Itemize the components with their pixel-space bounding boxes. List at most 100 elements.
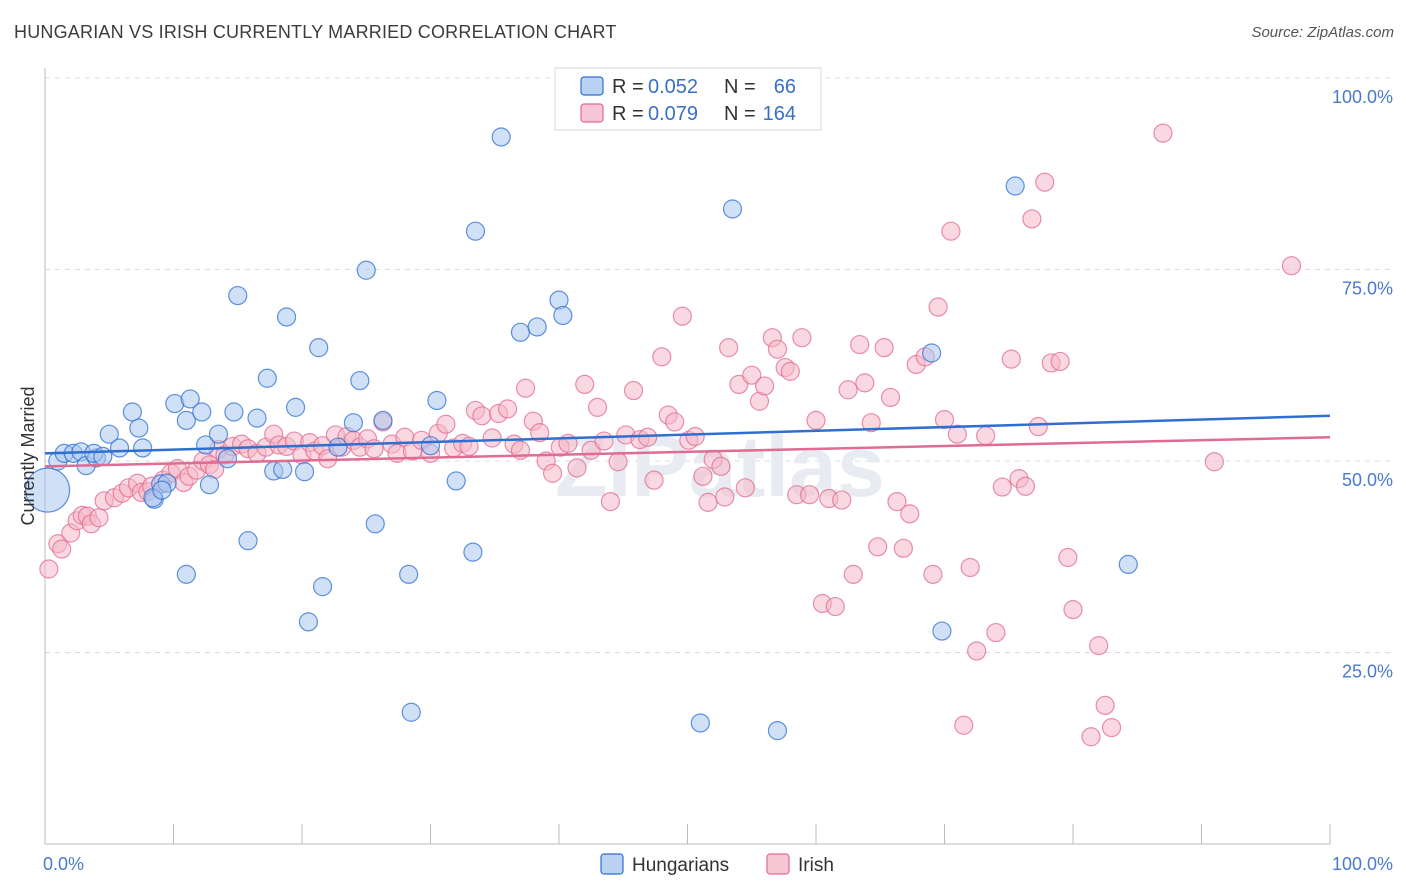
hungarian-point-32 — [257, 368, 277, 388]
hungarian-point-42 — [343, 413, 363, 433]
hungarian-point-28 — [224, 402, 244, 422]
irish-point-152 — [1095, 695, 1115, 715]
legend-r-value-irish: 0.079 — [648, 103, 698, 125]
irish-point-145 — [1035, 172, 1055, 192]
irish-point-103 — [754, 376, 775, 396]
irish-point-125 — [893, 538, 913, 558]
irish-point-76 — [575, 374, 595, 394]
hungarian-point-45 — [365, 514, 385, 534]
irish-point-94 — [698, 492, 718, 512]
irish-point-111 — [806, 410, 826, 431]
hungarian-point-0 — [24, 467, 71, 513]
irish-point-115 — [832, 490, 852, 510]
irish-point-79 — [594, 431, 614, 451]
irish-point-140 — [1001, 349, 1021, 369]
irish-point-98 — [719, 338, 739, 358]
hungarian-point-38 — [298, 612, 319, 632]
hungarian-point-11 — [122, 402, 142, 422]
irish-point-129 — [923, 564, 943, 584]
irish-point-131 — [934, 410, 955, 430]
irish-point-138 — [986, 622, 1006, 643]
y-tick-label-1: 50.0% — [1342, 470, 1393, 490]
hungarian-point-56 — [527, 317, 547, 337]
irish-point-133 — [947, 424, 967, 444]
hungarian-point-49 — [420, 436, 441, 456]
irish-point-107 — [780, 361, 800, 381]
chart-title: HUNGARIAN VS IRISH CURRENTLY MARRIED COR… — [14, 22, 617, 42]
irish-point-65 — [498, 399, 518, 419]
irish-point-122 — [874, 338, 894, 358]
hungarian-point-9 — [99, 424, 119, 444]
legend-r-label-irish: R = — [612, 103, 644, 125]
bottom-legend-swatch-hungarians — [600, 853, 624, 875]
irish-point-153 — [1101, 717, 1122, 738]
irish-point-72 — [542, 463, 563, 483]
irish-point-70 — [530, 423, 550, 443]
irish-point-75 — [567, 458, 587, 478]
x-tick-labels: 0.0% 100.0% — [43, 854, 1393, 874]
irish-point-92 — [685, 426, 705, 447]
irish-point-144 — [1028, 416, 1048, 437]
hungarian-point-26 — [208, 424, 229, 444]
irish-point-96 — [711, 456, 731, 476]
hungarian-point-44 — [356, 260, 376, 280]
grid-lines — [45, 77, 1392, 653]
irish-point-139 — [992, 477, 1012, 497]
hungarian-point-65 — [1118, 554, 1138, 575]
irish-point-151 — [1089, 636, 1109, 656]
irish-point-100 — [735, 478, 755, 498]
legend-swatch-irish — [580, 103, 604, 123]
irish-point-124 — [887, 491, 907, 512]
hungarian-point-41 — [328, 437, 348, 457]
irish-point-149 — [1063, 600, 1083, 620]
hungarian-point-54 — [491, 127, 511, 147]
hungarian-point-21 — [180, 389, 200, 409]
hungarian-point-40 — [312, 577, 333, 597]
legend-box: R = 0.052 N = 66 R = 0.079 N = 164 — [554, 67, 822, 131]
hungarian-trend-line — [44, 414, 1331, 455]
legend-n-value-irish: 164 — [763, 103, 796, 125]
irish-point-83 — [623, 380, 644, 401]
hungarian-point-50 — [427, 390, 447, 411]
chart-source: Source: ZipAtlas.com — [1251, 24, 1394, 41]
irish-point-147 — [1050, 351, 1070, 372]
hungarian-point-8 — [93, 446, 113, 467]
irish-point-110 — [799, 485, 820, 505]
irish-point-123 — [880, 387, 901, 408]
irish-point-0 — [39, 559, 59, 579]
hungarian-point-36 — [285, 397, 306, 417]
irish-point-101 — [742, 365, 762, 385]
irish-point-156 — [1204, 452, 1224, 472]
legend-n-label-irish: N = — [724, 103, 756, 125]
irish-point-86 — [644, 470, 664, 490]
irish-point-118 — [850, 334, 870, 355]
legend-r-value-hungarians: 0.052 — [648, 76, 698, 98]
irish-point-2 — [52, 539, 72, 559]
hungarian-point-12 — [129, 418, 149, 438]
hungarian-point-61 — [767, 721, 788, 741]
hungarian-point-39 — [309, 338, 329, 358]
irish-point-93 — [693, 466, 713, 486]
hungarian-point-18 — [152, 480, 172, 500]
irish-point-81 — [608, 452, 628, 472]
irish-point-132 — [941, 221, 961, 241]
bottom-legend-label-hungarians: Hungarians — [632, 855, 729, 876]
hungarian-point-20 — [176, 410, 196, 431]
legend-swatch-hungarians — [580, 76, 604, 96]
hungarian-point-48 — [401, 702, 421, 722]
y-tick-label-2: 75.0% — [1342, 279, 1393, 299]
axes — [44, 68, 1331, 845]
irish-point-117 — [843, 564, 863, 584]
hungarian-point-31 — [247, 408, 267, 428]
hungarian-point-23 — [192, 402, 212, 422]
irish-trend-line — [44, 436, 1331, 468]
bottom-legend-swatch-irish — [766, 853, 790, 875]
x-tick-label-min: 0.0% — [43, 854, 84, 874]
irish-point-89 — [665, 412, 685, 432]
bottom-legend: Hungarians Irish — [600, 853, 834, 876]
hungarian-point-29 — [228, 285, 248, 306]
hungarian-point-52 — [463, 542, 483, 562]
irish-point-134 — [954, 715, 974, 735]
y-tick-label-0: 25.0% — [1342, 662, 1393, 682]
